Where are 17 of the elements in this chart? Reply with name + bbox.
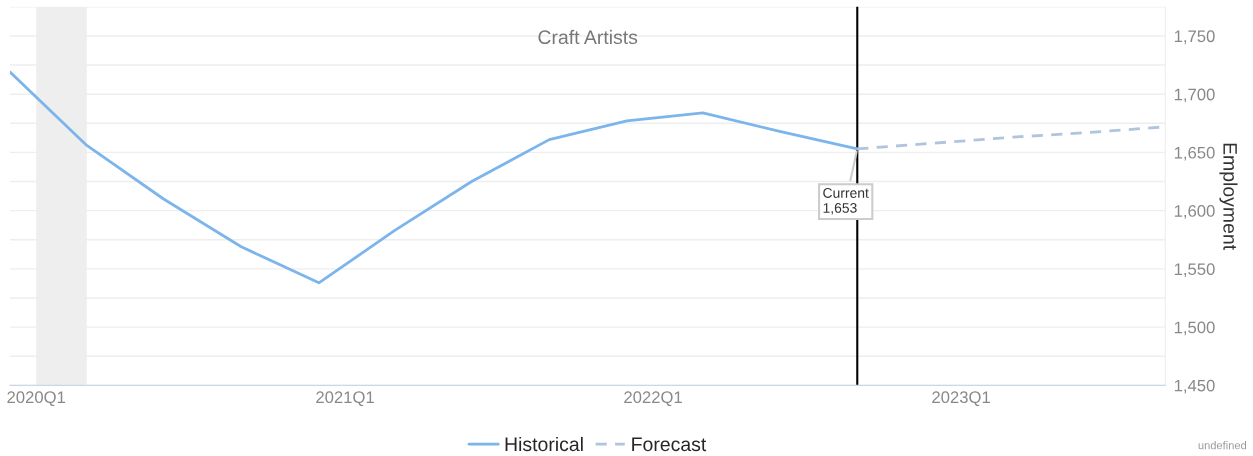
y-tick-label: 1,750 [1174,30,1215,45]
y-tick-label: 1,500 [1174,321,1215,336]
text: undefined [1198,441,1247,450]
y-tick-label: 1,700 [1174,88,1215,103]
text: Craft Artists [538,29,638,45]
x-tick-label: 2020Q1 [7,391,66,407]
y-tick-label: 1,600 [1174,205,1215,219]
y-tick-label: 1,650 [1174,146,1215,161]
y-tick-label: 1,450 [1174,379,1215,394]
y-tick-label: 1,550 [1174,263,1215,278]
legend-label: Forecast [632,437,707,452]
annotation: Current 1,653 [823,188,869,215]
x-tick-label: 2023Q1 [932,391,990,407]
x-tick-label: 2022Q1 [624,391,682,407]
y-axis-title: Employment [1219,143,1238,250]
legend-label: Historical [505,436,583,452]
x-tick-label: 2021Q1 [316,391,374,407]
